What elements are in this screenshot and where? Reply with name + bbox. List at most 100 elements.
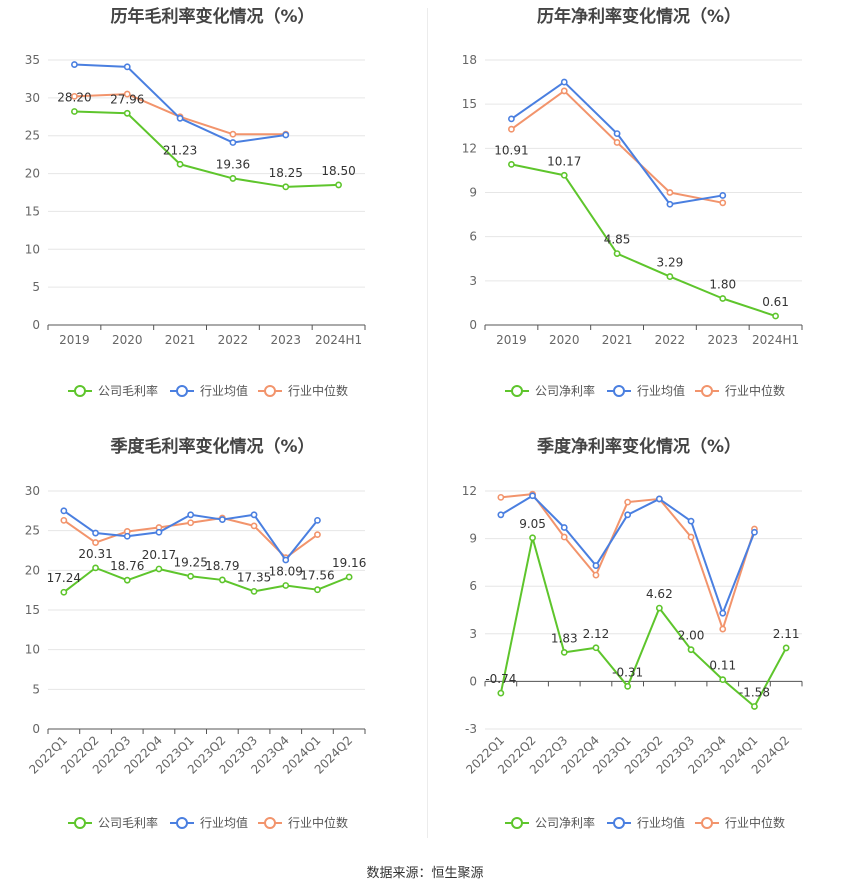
data-point-industry-median[interactable]	[314, 531, 321, 539]
legend-label: 公司净利率	[535, 383, 595, 398]
data-point-industry-avg[interactable]	[613, 130, 621, 138]
data-point-industry-avg[interactable]	[282, 556, 290, 564]
legend-item-industry-avg[interactable]: 行业均值	[607, 815, 685, 830]
data-point-company[interactable]	[772, 312, 779, 320]
legend-label: 行业中位数	[288, 815, 348, 830]
data-point-company[interactable]	[560, 171, 568, 179]
data-point-industry-avg[interactable]	[624, 511, 632, 519]
data-point-company[interactable]	[560, 648, 568, 656]
x-tick-label: 2019	[496, 333, 527, 347]
data-point-company[interactable]	[176, 160, 184, 168]
data-point-company[interactable]	[250, 587, 258, 595]
data-point-company[interactable]	[123, 576, 131, 584]
data-point-company[interactable]	[529, 534, 536, 542]
data-point-industry-median[interactable]	[123, 90, 131, 98]
data-point-company[interactable]	[60, 588, 68, 596]
legend-item-company[interactable]: 公司毛利率	[68, 383, 158, 398]
data-point-industry-avg[interactable]	[187, 511, 195, 519]
data-point-industry-median[interactable]	[560, 87, 568, 95]
data-point-company[interactable]	[187, 572, 195, 580]
data-point-company[interactable]	[218, 576, 226, 584]
data-point-industry-median[interactable]	[624, 498, 632, 506]
data-point-industry-avg[interactable]	[529, 492, 536, 500]
data-point-industry-median[interactable]	[719, 625, 727, 633]
data-point-company[interactable]	[592, 644, 600, 652]
data-point-company[interactable]	[751, 703, 758, 710]
legend-item-industry-avg[interactable]: 行业均值	[170, 815, 248, 830]
data-point-industry-median[interactable]	[92, 539, 99, 546]
data-point-company[interactable]	[497, 689, 505, 697]
data-point-company[interactable]	[92, 564, 99, 572]
data-point-industry-avg[interactable]	[751, 528, 758, 536]
data-point-industry-median[interactable]	[719, 199, 727, 207]
data-point-industry-median[interactable]	[560, 533, 568, 541]
data-point-industry-avg[interactable]	[123, 532, 131, 540]
data-point-industry-avg[interactable]	[60, 507, 68, 515]
data-point-company[interactable]	[282, 183, 290, 191]
legend-item-company[interactable]: 公司净利率	[505, 815, 595, 830]
data-point-industry-avg[interactable]	[155, 528, 163, 536]
data-point-industry-avg[interactable]	[176, 114, 184, 122]
data-point-company[interactable]	[71, 108, 78, 115]
data-point-industry-avg[interactable]	[314, 516, 321, 524]
data-point-industry-avg[interactable]	[497, 511, 505, 519]
data-point-industry-median[interactable]	[666, 189, 674, 196]
data-point-company[interactable]	[782, 644, 790, 652]
data-point-industry-avg[interactable]	[719, 609, 727, 617]
data-point-company[interactable]	[624, 682, 632, 690]
data-point-industry-median[interactable]	[71, 92, 78, 100]
data-point-company[interactable]	[314, 586, 321, 594]
legend-item-industry-avg[interactable]: 行业均值	[170, 383, 248, 398]
data-point-industry-median[interactable]	[229, 130, 237, 138]
data-point-industry-avg[interactable]	[123, 63, 131, 71]
data-point-industry-median[interactable]	[187, 519, 195, 527]
legend-item-industry-median[interactable]: 行业中位数	[258, 815, 348, 830]
data-point-industry-median[interactable]	[250, 522, 258, 530]
data-point-industry-median[interactable]	[687, 533, 695, 541]
data-point-industry-avg[interactable]	[655, 495, 663, 503]
data-point-industry-avg[interactable]	[250, 511, 258, 519]
annual-net-margin-chart: 历年净利率变化情况（%） 0 3 6 9 12 15 18 2019 2020 2021 2022 2…	[428, 0, 850, 420]
data-point-industry-median[interactable]	[497, 493, 505, 501]
data-point-industry-median[interactable]	[508, 125, 515, 133]
data-point-industry-median[interactable]	[60, 516, 68, 524]
data-point-company[interactable]	[687, 646, 695, 654]
data-point-industry-avg[interactable]	[92, 529, 99, 537]
data-point-industry-avg[interactable]	[719, 192, 727, 199]
legend-item-company[interactable]: 公司毛利率	[68, 815, 158, 830]
legend-item-industry-avg[interactable]: 行业均值	[607, 383, 685, 398]
data-point-company[interactable]	[719, 295, 727, 302]
legend-item-company[interactable]: 公司净利率	[505, 383, 595, 398]
data-label: 17.35	[237, 570, 271, 584]
data-point-company[interactable]	[123, 109, 131, 117]
data-point-company[interactable]	[613, 250, 621, 257]
data-point-company[interactable]	[666, 273, 674, 280]
data-point-industry-avg[interactable]	[508, 115, 515, 123]
data-point-industry-avg[interactable]	[666, 200, 674, 208]
legend-swatch-marker	[511, 817, 523, 829]
legend-swatch-marker	[74, 385, 86, 397]
data-point-industry-avg[interactable]	[560, 524, 568, 531]
data-point-industry-median[interactable]	[592, 571, 600, 579]
data-point-company[interactable]	[345, 573, 353, 581]
data-point-industry-avg[interactable]	[687, 517, 695, 525]
legend-swatch-marker	[701, 385, 713, 397]
data-point-industry-median[interactable]	[613, 139, 621, 146]
legend-item-industry-median[interactable]: 行业中位数	[695, 815, 785, 830]
legend-item-industry-median[interactable]: 行业中位数	[695, 383, 785, 398]
data-point-industry-avg[interactable]	[218, 516, 226, 523]
y-tick-label: 15	[25, 204, 40, 218]
legend-item-industry-median[interactable]: 行业中位数	[258, 383, 348, 398]
data-point-industry-avg[interactable]	[229, 139, 237, 146]
data-point-company[interactable]	[282, 582, 290, 589]
data-point-industry-avg[interactable]	[282, 131, 290, 139]
data-point-company[interactable]	[335, 181, 342, 189]
data-point-industry-avg[interactable]	[71, 61, 78, 68]
data-point-industry-avg[interactable]	[560, 78, 568, 86]
data-point-company[interactable]	[719, 676, 727, 684]
data-point-company[interactable]	[508, 160, 515, 168]
data-point-company[interactable]	[229, 175, 237, 182]
data-point-company[interactable]	[655, 604, 663, 612]
data-point-industry-avg[interactable]	[592, 562, 600, 569]
data-point-company[interactable]	[155, 565, 163, 573]
